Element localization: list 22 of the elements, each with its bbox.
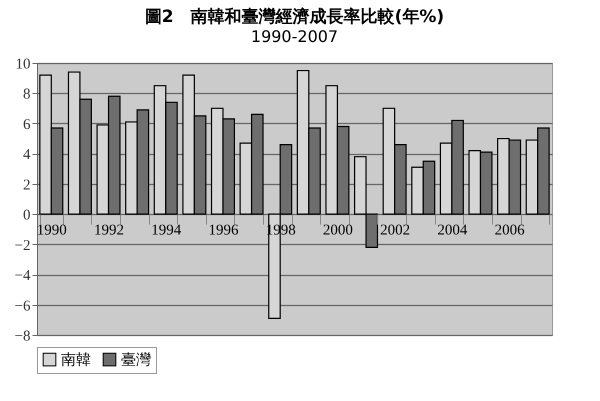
legend-label: 臺灣 bbox=[121, 350, 151, 369]
chart-title: 圖2 南韓和臺灣經濟成長率比較(年%) bbox=[144, 7, 444, 27]
x-tick-label: 2000 bbox=[322, 222, 353, 239]
x-tick-label: 2002 bbox=[380, 222, 410, 239]
y-tick-label: −8 bbox=[14, 328, 30, 344]
x-tick-label: 1994 bbox=[151, 222, 182, 239]
x-tick-label: 1992 bbox=[94, 222, 124, 239]
x-tick-label: 2004 bbox=[437, 222, 468, 239]
x-tick-label: 1996 bbox=[208, 222, 239, 239]
chart-subtitle: 1990-2007 bbox=[250, 27, 338, 46]
y-tick-label: 10 bbox=[16, 56, 30, 72]
y-tick-label: 2 bbox=[23, 177, 30, 194]
y-tick-label: 6 bbox=[23, 116, 31, 133]
y-tick-label: −4 bbox=[14, 268, 31, 284]
y-tick-label: 4 bbox=[23, 147, 31, 164]
x-tick-label: 1990 bbox=[36, 222, 67, 239]
y-tick-label: −2 bbox=[14, 238, 30, 254]
y-tick-label: −6 bbox=[14, 298, 31, 314]
y-tick-label: 8 bbox=[23, 86, 30, 103]
legend-label: 南韓 bbox=[61, 350, 91, 369]
x-tick-label: 2006 bbox=[494, 222, 526, 239]
y-tick-label: 0 bbox=[23, 208, 30, 224]
